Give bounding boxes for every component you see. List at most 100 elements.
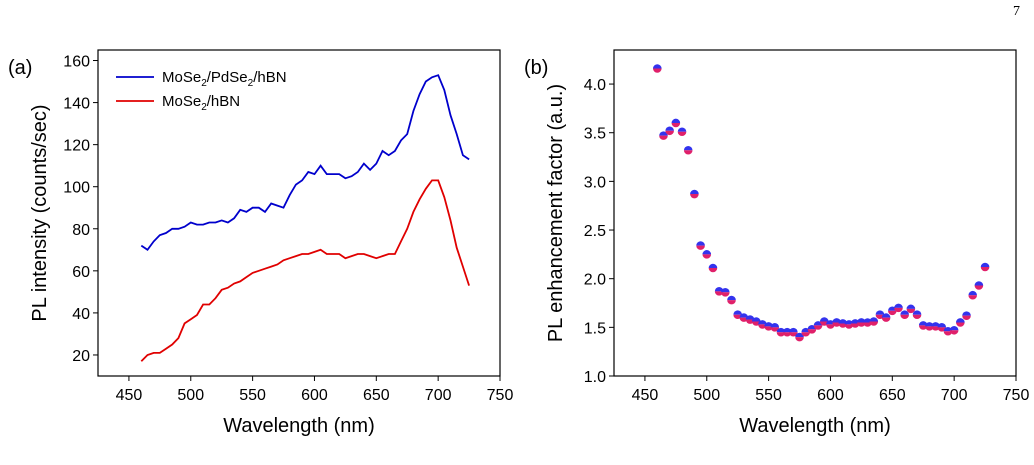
data-point-bottom	[869, 321, 879, 326]
data-point	[665, 126, 674, 136]
data-point-bottom	[980, 267, 990, 272]
data-point-top	[838, 319, 848, 324]
data-point	[962, 311, 971, 320]
y-tick-label: 120	[63, 138, 90, 155]
legend-text-part: MoSe	[162, 69, 201, 86]
y-tick-label: 80	[72, 222, 90, 239]
data-point-bottom	[696, 245, 705, 250]
data-point-top	[789, 327, 798, 333]
data-point-top	[733, 310, 742, 315]
legend-subscript: 2	[201, 102, 207, 113]
plot-frame	[97, 49, 501, 377]
data-point-bottom	[708, 267, 718, 273]
x-tick-label: 450	[632, 387, 659, 404]
y-tick-label: 20	[72, 348, 90, 365]
data-point	[659, 131, 668, 140]
data-point-top	[869, 317, 879, 322]
data-point	[727, 295, 736, 305]
x-tick-label: 750	[487, 387, 514, 404]
data-point-top	[881, 313, 891, 318]
data-point-bottom	[813, 325, 823, 330]
data-point-top	[727, 295, 736, 301]
data-point-top	[702, 250, 712, 255]
plot-frame	[613, 49, 1017, 377]
data-point-top	[937, 323, 947, 328]
data-point	[677, 127, 687, 137]
panel-label: (a)	[8, 57, 32, 79]
data-point-top	[659, 131, 668, 136]
data-point-bottom	[826, 324, 835, 329]
data-point	[789, 327, 798, 337]
data-point-top	[931, 322, 940, 327]
panel-a: 450 500 550 600 650 700 750 20 40 60 80 100 120 140 16…	[8, 49, 514, 437]
data-point-top	[708, 263, 718, 268]
data-point-bottom	[652, 68, 662, 73]
series-line-1	[140, 74, 470, 252]
data-point	[900, 310, 909, 319]
data-point-bottom	[912, 314, 922, 319]
x-axis-title: Wavelength (nm)	[223, 415, 375, 437]
y-tick-label: 3.5	[584, 126, 606, 143]
page-number: 7	[1013, 4, 1020, 19]
data-point-bottom	[844, 324, 854, 329]
legend-subscript: 2	[248, 78, 254, 89]
y-tick-label: 1.0	[584, 369, 606, 386]
data-point-bottom	[850, 323, 860, 328]
data-point	[671, 118, 681, 128]
data-point	[980, 262, 990, 272]
data-point-top	[739, 313, 749, 318]
data-point-bottom	[727, 300, 736, 305]
data-point	[968, 290, 978, 300]
data-point-bottom	[881, 317, 891, 322]
legend-label-1: MoSe2/PdSe2/hBN	[162, 69, 287, 89]
data-point-top	[770, 323, 780, 328]
data-point-bottom	[962, 315, 971, 320]
data-point-bottom	[721, 292, 730, 297]
x-tick-label: 750	[1003, 387, 1030, 404]
y-tick-label: 2.5	[584, 223, 606, 240]
data-point-top	[980, 262, 990, 268]
data-point-top	[894, 303, 903, 308]
data-point-top	[956, 318, 965, 323]
data-point-top	[751, 317, 761, 322]
data-point-bottom	[900, 314, 909, 319]
panel-label: (b)	[524, 57, 548, 79]
data-point-bottom	[956, 322, 965, 327]
legend-text-part: /hBN	[207, 93, 240, 110]
x-tick-label: 450	[116, 387, 143, 404]
x-tick-label: 600	[817, 387, 844, 404]
data-point	[956, 318, 965, 327]
data-point-top	[968, 290, 978, 296]
data-point-bottom	[690, 194, 699, 199]
data-point-bottom	[949, 330, 959, 335]
y-axis-title: PL intensity (counts/sec)	[29, 104, 51, 321]
y-tick-label: 2.0	[584, 272, 606, 289]
legend-text-part: MoSe	[162, 93, 201, 110]
data-point-top	[906, 304, 916, 309]
legend-text-part: /PdSe	[207, 69, 248, 86]
data-point-top	[721, 288, 730, 293]
data-point	[795, 332, 804, 342]
data-point-top	[974, 281, 984, 286]
x-tick-label: 500	[177, 387, 204, 404]
x-tick-label: 650	[363, 387, 390, 404]
data-point-top	[745, 315, 755, 320]
data-point	[652, 64, 662, 73]
x-tick-label: 700	[941, 387, 968, 404]
data-point	[974, 281, 984, 290]
data-point-top	[875, 310, 885, 315]
data-point	[894, 303, 903, 313]
y-tick-label: 140	[63, 96, 90, 113]
data-point-top	[714, 287, 724, 292]
data-point-top	[912, 310, 922, 315]
data-point-top	[671, 118, 681, 123]
legend-text-part: /hBN	[253, 69, 286, 86]
data-point-top	[832, 318, 841, 323]
data-point-top	[665, 126, 674, 131]
data-point-bottom	[702, 254, 712, 259]
data-point-top	[677, 127, 687, 132]
data-point-top	[690, 189, 699, 195]
data-point-bottom	[789, 332, 798, 337]
data-point	[949, 325, 959, 335]
data-point-top	[949, 325, 959, 331]
